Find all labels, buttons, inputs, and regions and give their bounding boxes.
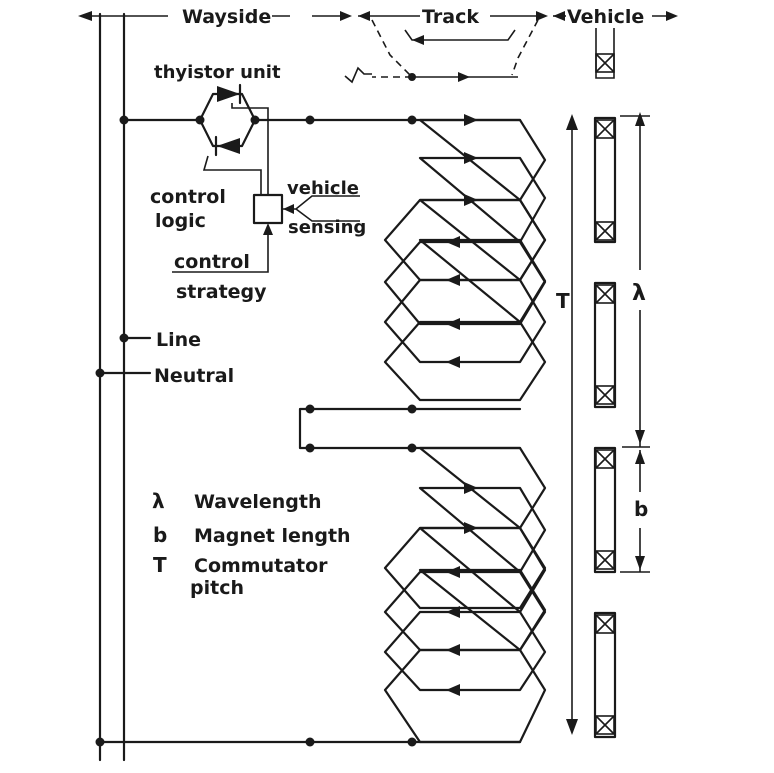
- line-label: Line: [156, 329, 201, 351]
- legend-text-commutator: Commutator: [194, 555, 328, 577]
- header: Wayside Track Vehicle: [78, 6, 678, 28]
- track-label: Track: [422, 6, 479, 28]
- control-logic: control logic vehicle sensing control st…: [150, 178, 366, 303]
- legend-symbol-b: b: [153, 523, 167, 547]
- commutator-pitch-dimension: T: [556, 114, 578, 735]
- control-strategy-label-1: control: [174, 251, 250, 273]
- track-cross-section: [344, 19, 539, 84]
- thyristor-unit-label: thyistor unit: [154, 62, 281, 83]
- legend-symbol-lambda: λ: [152, 489, 165, 513]
- vehicle-magnets: [593, 28, 617, 739]
- lambda-symbol: λ: [632, 281, 646, 306]
- vehicle-sensing-label-1: vehicle: [287, 178, 359, 199]
- coil-group-upper: [383, 118, 547, 402]
- control-strategy-label-2: strategy: [176, 281, 267, 303]
- b-symbol: b: [634, 497, 648, 521]
- control-logic-box: [252, 193, 284, 225]
- magnet-length-dimension: b: [620, 450, 650, 573]
- control-logic-label-1: control: [150, 186, 226, 208]
- wayside-label: Wayside: [182, 6, 271, 28]
- legend-text-pitch: pitch: [190, 577, 244, 599]
- legend: λ Wavelength b Magnet length T Commutato…: [152, 489, 351, 599]
- vehicle-label: Vehicle: [567, 6, 644, 28]
- legend-text-magnet-length: Magnet length: [194, 525, 351, 547]
- legend-text-wavelength: Wavelength: [194, 491, 322, 513]
- pitch-symbol-T: T: [556, 289, 570, 313]
- vehicle-sensing-label-2: sensing: [288, 217, 366, 238]
- legend-symbol-T: T: [153, 553, 167, 577]
- neutral-label: Neutral: [154, 365, 234, 387]
- coil-group-lower: [383, 446, 547, 744]
- control-logic-label-2: logic: [155, 210, 206, 232]
- wayside-busbars: Line Neutral: [95, 12, 234, 762]
- thyristor-unit: thyistor unit: [122, 62, 522, 195]
- wavelength-dimension: λ: [620, 112, 650, 448]
